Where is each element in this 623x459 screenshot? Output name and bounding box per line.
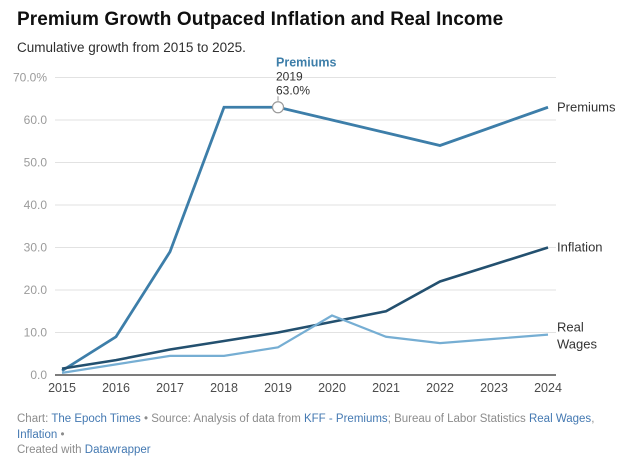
y-axis-tick-label: 0.0: [30, 368, 47, 382]
footer-text: • Source: Analysis of data from: [140, 413, 304, 425]
page-title: Premium Growth Outpaced Inflation and Re…: [17, 9, 504, 30]
y-axis-tick-label: 70.0%: [13, 71, 47, 85]
series-line-real-wages: [61, 314, 549, 374]
footer-text: ; Bureau of Labor Statistics: [387, 413, 529, 425]
y-axis-tick-label: 10.0: [24, 326, 48, 340]
footer-text: ,: [591, 413, 595, 425]
x-axis-tick-label: 2024: [534, 381, 562, 395]
footer-link-inflation[interactable]: Inflation: [17, 428, 58, 441]
footer-text: Created with: [17, 444, 85, 456]
y-axis-tick-label: 60.0: [24, 113, 48, 127]
series-label-inflation: Inflation: [557, 240, 603, 255]
x-axis-tick-label: 2018: [210, 381, 238, 395]
growth-line-chart: 0.0 10.0 20.0 30.0 40.0 50.0 60.0 70.0% 2015 2016…: [13, 55, 616, 395]
annotation-series-name: Premiums: [276, 55, 336, 69]
footer-text: •: [57, 428, 65, 441]
x-axis-tick-label: 2022: [426, 381, 454, 395]
x-axis-tick-label: 2020: [318, 381, 346, 395]
series-line-premiums: [61, 105, 549, 372]
footer-link-kff-premiums[interactable]: KFF - Premiums: [303, 413, 388, 425]
x-axis-tick-label: 2016: [102, 381, 130, 395]
footer-link-real-wages[interactable]: Real Wages: [528, 413, 592, 425]
x-axis-tick-label: 2015: [48, 381, 76, 395]
series-label-real-wages: Wages: [557, 337, 597, 352]
footer-text: Chart:: [17, 413, 52, 425]
page-subtitle: Cumulative growth from 2015 to 2025.: [17, 40, 246, 55]
x-axis-tick-label: 2019: [264, 381, 292, 395]
annotation-year: 2019: [276, 69, 303, 83]
x-axis-tick-label: 2017: [156, 381, 184, 395]
footer-link-the-epoch-times[interactable]: The Epoch Times: [51, 413, 141, 425]
series-label-premiums: Premiums: [557, 99, 616, 114]
y-axis-tick-label: 20.0: [24, 283, 48, 297]
y-axis-tick-label: 50.0: [24, 156, 48, 170]
series-line-inflation: [61, 246, 549, 370]
footer-link-datawrapper[interactable]: Datawrapper: [84, 444, 151, 456]
annotation-value: 63.0%: [276, 83, 310, 97]
series-label-real-wages: Real: [557, 320, 584, 335]
y-axis-tick-label: 30.0: [24, 241, 48, 255]
y-axis-tick-label: 40.0: [24, 198, 48, 212]
footer-attribution: Chart: The Epoch Times • Source: Analysi…: [17, 412, 613, 459]
annotation-point-marker: [271, 101, 285, 114]
x-axis-tick-label: 2023: [480, 381, 508, 395]
x-axis-tick-label: 2021: [372, 381, 400, 395]
